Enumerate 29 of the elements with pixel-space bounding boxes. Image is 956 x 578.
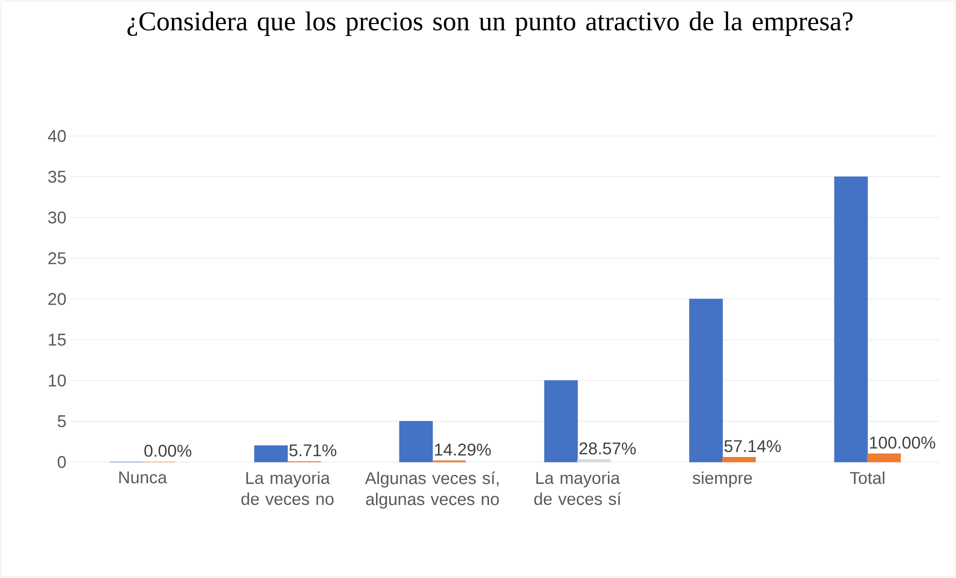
- bar: [544, 380, 578, 462]
- y-tick-label: 5: [58, 415, 66, 428]
- y-tick-label: 30: [48, 211, 66, 224]
- data-label: 100.00%: [870, 436, 936, 449]
- x-tick-label: La mayoria de veces sí: [534, 472, 622, 506]
- data-label: 0.00%: [144, 444, 192, 457]
- bar: [689, 298, 723, 462]
- y-tick-label: 35: [48, 170, 66, 183]
- bar: [722, 457, 756, 462]
- bar: [834, 176, 868, 462]
- x-tick-label: La mayoria de veces no: [241, 472, 334, 506]
- bar: [867, 454, 901, 462]
- bar: [254, 445, 288, 462]
- bar: [399, 420, 433, 462]
- data-label: 28.57%: [580, 442, 636, 454]
- y-tick-label: 0: [58, 456, 66, 468]
- y-tick-label: 10: [48, 374, 66, 387]
- data-label: 57.14%: [724, 440, 781, 452]
- x-tick-label: Algunas veces sí, algunas veces no: [364, 472, 499, 509]
- data-label: 14.29%: [435, 444, 491, 456]
- y-tick-label: 40: [48, 130, 66, 142]
- chart-title: ¿Considera que los precios son un punto atractivo de la empresa?: [127, 12, 853, 36]
- x-tick-label: Total: [850, 472, 884, 484]
- x-tick-label: siempre: [692, 472, 752, 488]
- data-label: 5.71%: [289, 444, 336, 456]
- y-tick-label: 25: [48, 252, 66, 264]
- y-tick-label: 15: [48, 334, 66, 346]
- x-tick-label: Nunca: [119, 472, 168, 484]
- y-tick-label: 20: [48, 292, 66, 306]
